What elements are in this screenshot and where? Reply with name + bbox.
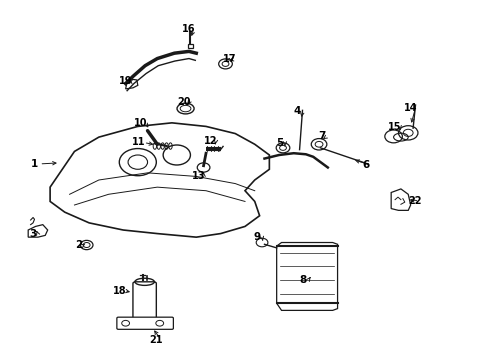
Text: 11: 11: [132, 138, 146, 148]
Polygon shape: [391, 189, 411, 210]
FancyBboxPatch shape: [133, 282, 156, 321]
Text: 8: 8: [300, 275, 307, 285]
Text: 22: 22: [408, 196, 421, 206]
Text: 5: 5: [276, 138, 284, 148]
Text: 13: 13: [192, 171, 205, 181]
Text: 1: 1: [31, 159, 38, 169]
Polygon shape: [28, 225, 48, 237]
Text: 18: 18: [113, 286, 126, 296]
Text: 3: 3: [29, 229, 37, 239]
Text: 4: 4: [294, 107, 301, 116]
Text: 20: 20: [177, 97, 191, 107]
Text: 19: 19: [119, 76, 132, 86]
Polygon shape: [125, 79, 138, 89]
Text: 7: 7: [318, 131, 326, 141]
FancyBboxPatch shape: [117, 317, 173, 329]
Text: 17: 17: [222, 54, 236, 64]
Text: 12: 12: [204, 136, 218, 147]
Text: 16: 16: [182, 24, 196, 34]
Text: 14: 14: [404, 103, 417, 113]
Text: 10: 10: [133, 118, 147, 128]
Text: 6: 6: [362, 160, 369, 170]
Text: 9: 9: [254, 232, 261, 242]
Text: 15: 15: [388, 122, 402, 132]
Text: 2: 2: [75, 240, 82, 250]
Polygon shape: [50, 123, 270, 237]
FancyBboxPatch shape: [188, 44, 194, 48]
Polygon shape: [277, 243, 338, 310]
Text: 21: 21: [149, 335, 163, 345]
